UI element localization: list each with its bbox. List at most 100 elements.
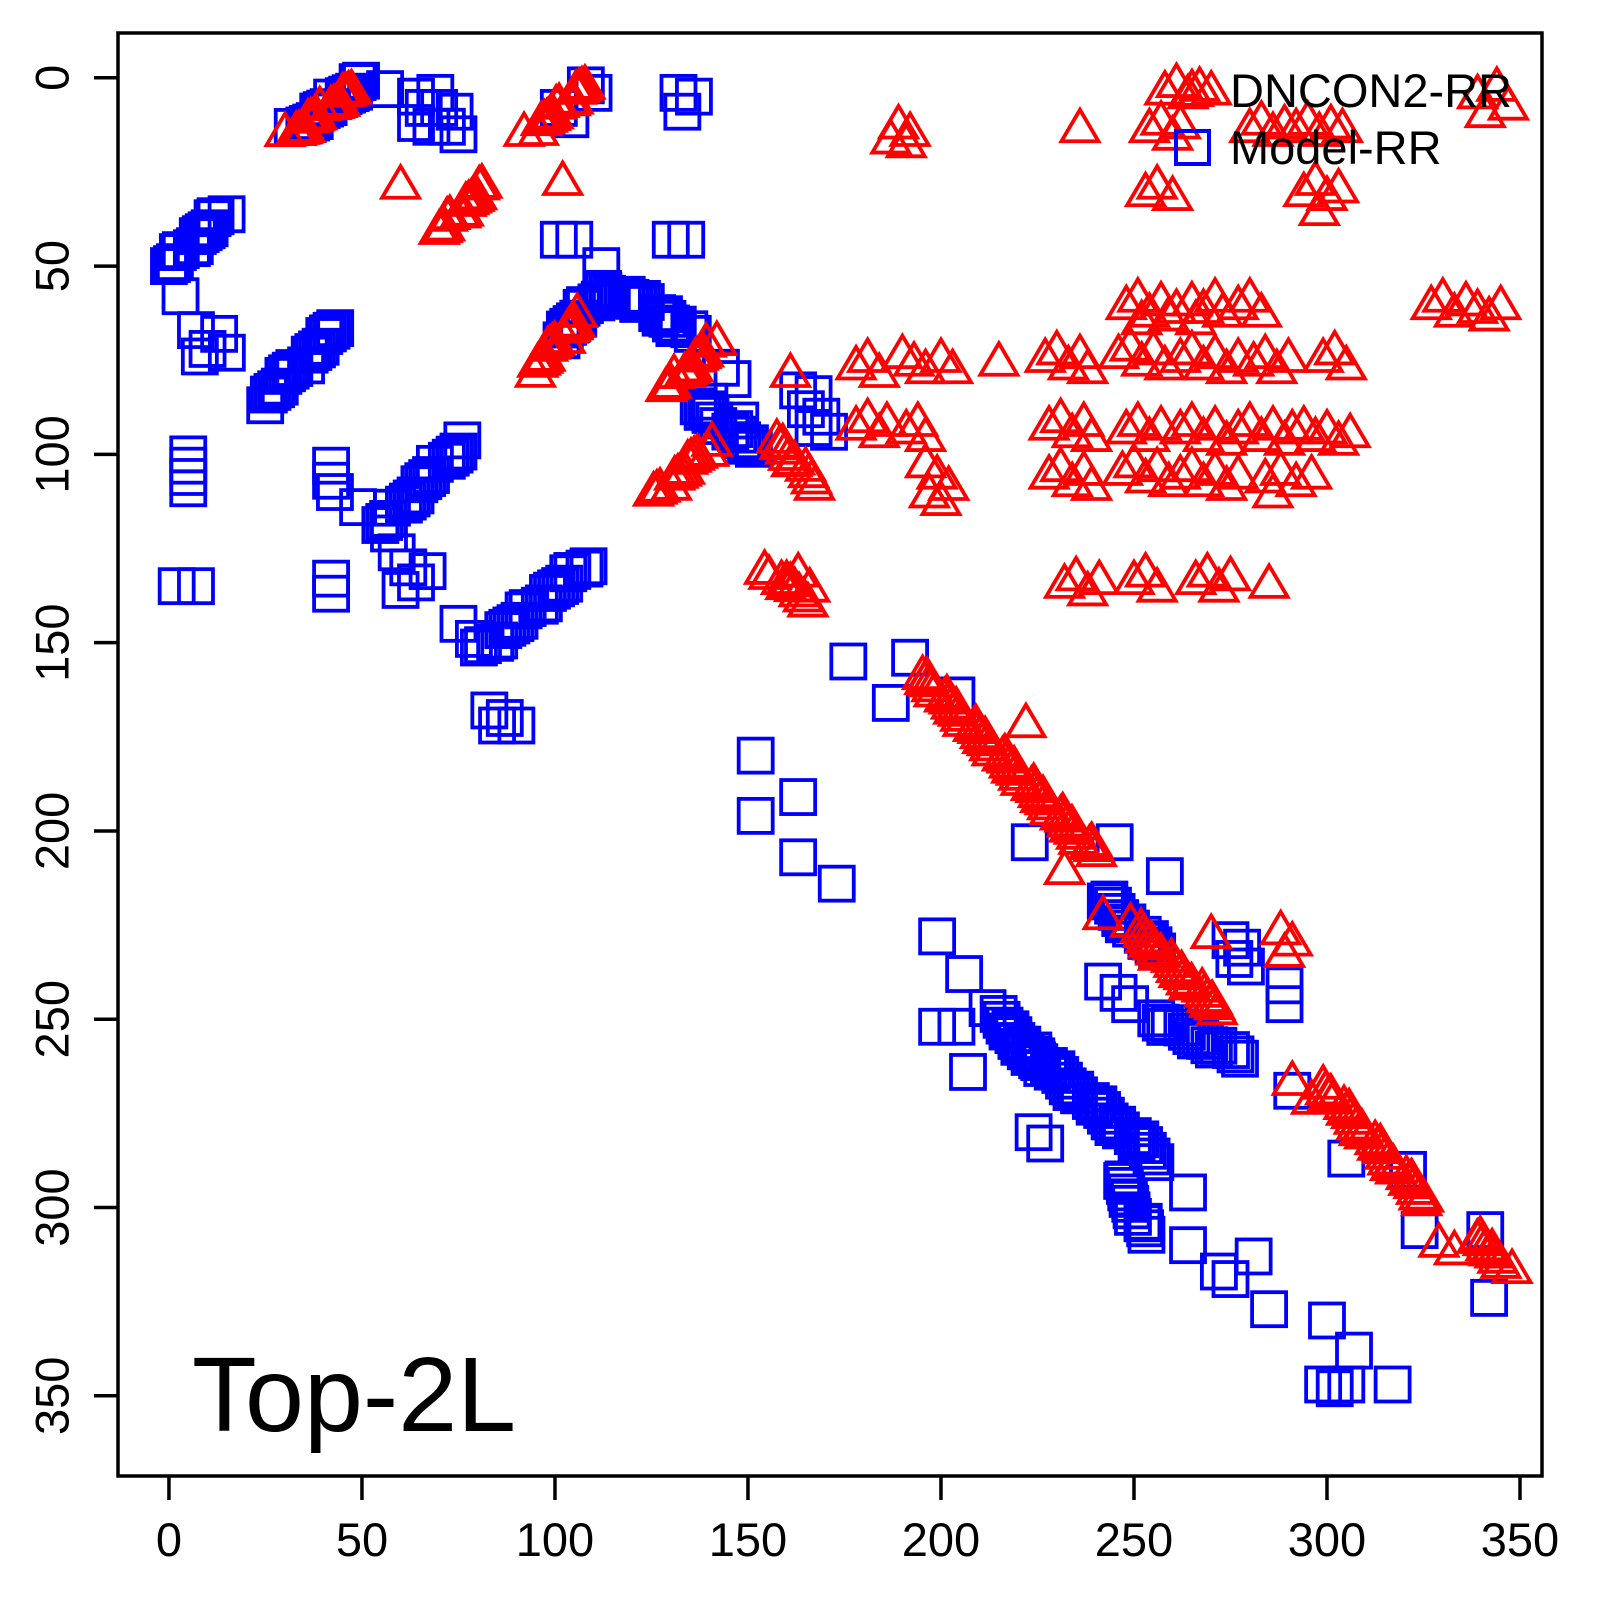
data-point-triangle bbox=[1216, 407, 1261, 445]
data-point-square bbox=[555, 220, 594, 259]
data-point-square bbox=[1200, 1252, 1238, 1291]
data-point-triangle bbox=[460, 161, 504, 199]
data-point-square bbox=[408, 552, 447, 591]
data-point-square bbox=[309, 314, 347, 353]
data-point-square bbox=[731, 424, 769, 463]
data-point-triangle bbox=[1143, 68, 1187, 106]
data-point-triangle bbox=[1479, 1241, 1523, 1279]
data-point-triangle bbox=[1069, 463, 1114, 501]
data-point-square bbox=[1014, 1113, 1053, 1152]
data-point-triangle bbox=[329, 67, 374, 105]
data-point-square bbox=[1304, 1365, 1343, 1404]
data-point-triangle bbox=[1467, 294, 1511, 332]
data-point-square bbox=[918, 917, 957, 956]
data-point-triangle bbox=[787, 565, 832, 603]
data-point-square bbox=[439, 432, 478, 471]
data-point-triangle bbox=[1204, 418, 1249, 456]
data-point-triangle bbox=[1065, 347, 1110, 385]
data-point-square bbox=[312, 559, 350, 598]
data-point-triangle bbox=[1208, 554, 1253, 592]
data-point-square bbox=[734, 429, 773, 468]
data-point-triangle bbox=[1197, 565, 1241, 603]
data-point-square bbox=[945, 955, 984, 993]
data-point-square bbox=[569, 547, 608, 586]
dncon2-rr-points bbox=[263, 60, 1534, 1284]
data-point-triangle bbox=[675, 431, 720, 469]
data-point-triangle bbox=[1289, 452, 1334, 490]
data-point-triangle bbox=[1216, 452, 1261, 490]
data-point-square bbox=[196, 197, 235, 236]
data-point-triangle bbox=[1177, 64, 1222, 102]
data-point-square bbox=[1216, 1035, 1255, 1074]
data-point-triangle bbox=[1297, 109, 1342, 147]
data-point-triangle bbox=[1247, 561, 1291, 599]
data-point-triangle bbox=[1023, 335, 1068, 373]
data-point-triangle bbox=[1104, 407, 1149, 445]
data-point-triangle bbox=[1181, 459, 1226, 498]
data-point-square bbox=[619, 285, 658, 323]
data-point-square bbox=[1265, 985, 1304, 1024]
data-point-square bbox=[339, 488, 377, 526]
data-point-triangle bbox=[1231, 339, 1276, 377]
data-point-triangle bbox=[907, 471, 952, 509]
data-point-triangle bbox=[1432, 290, 1477, 328]
y-tick-label: 200 bbox=[26, 792, 79, 870]
data-point-triangle bbox=[1262, 930, 1307, 968]
data-point-triangle bbox=[1042, 561, 1087, 599]
data-point-square bbox=[721, 401, 760, 440]
triangle-marker-icon bbox=[1164, 64, 1220, 117]
data-point-square bbox=[316, 309, 355, 348]
square-marker-icon bbox=[1164, 121, 1220, 174]
data-point-square bbox=[1169, 1226, 1207, 1265]
data-point-square bbox=[1400, 1211, 1439, 1250]
data-point-triangle bbox=[1227, 106, 1272, 144]
data-point-square bbox=[207, 195, 246, 234]
data-point-square bbox=[675, 77, 713, 116]
data-point-triangle bbox=[1046, 343, 1091, 381]
data-point-square bbox=[316, 473, 354, 511]
data-point-square bbox=[565, 549, 604, 588]
data-point-triangle bbox=[1077, 557, 1122, 596]
data-point-square bbox=[645, 295, 683, 334]
data-point-triangle bbox=[681, 330, 726, 368]
data-point-triangle bbox=[1065, 569, 1110, 607]
data-point-triangle bbox=[1135, 565, 1179, 603]
data-point-triangle bbox=[1417, 1220, 1461, 1258]
data-point-square bbox=[1470, 1278, 1509, 1317]
data-point-triangle bbox=[1027, 452, 1071, 490]
data-point-square bbox=[1026, 1124, 1065, 1163]
data-point-triangle bbox=[1455, 286, 1500, 324]
data-point-triangle bbox=[1204, 463, 1249, 501]
data-point-square bbox=[1227, 947, 1265, 986]
x-tick-label: 50 bbox=[336, 1513, 388, 1566]
data-point-square bbox=[1234, 1237, 1273, 1276]
data-point-square bbox=[736, 796, 775, 835]
data-point-triangle bbox=[1293, 414, 1338, 452]
data-point-triangle bbox=[1050, 459, 1095, 498]
data-point-triangle bbox=[1270, 1058, 1315, 1096]
data-point-square bbox=[1315, 1369, 1354, 1408]
x-tick-label: 0 bbox=[156, 1513, 182, 1566]
data-point-square bbox=[366, 70, 405, 109]
data-point-triangle bbox=[552, 300, 597, 338]
data-point-triangle bbox=[834, 343, 878, 381]
data-point-square bbox=[427, 107, 466, 146]
data-point-square bbox=[188, 330, 227, 368]
data-point-triangle bbox=[1027, 403, 1071, 441]
data-point-triangle bbox=[768, 350, 813, 388]
data-point-square bbox=[713, 360, 752, 398]
data-point-triangle bbox=[1135, 162, 1179, 200]
data-point-triangle bbox=[1123, 456, 1168, 494]
x-axis: 0 50 100 150 200 250 300 350 bbox=[156, 1476, 1559, 1566]
data-point-square bbox=[312, 311, 351, 350]
data-point-triangle bbox=[1150, 173, 1195, 211]
data-point-square bbox=[389, 548, 428, 587]
data-point-square bbox=[169, 458, 208, 496]
data-point-triangle bbox=[1401, 1175, 1446, 1213]
data-point-triangle bbox=[1432, 1228, 1477, 1266]
data-point-triangle bbox=[1154, 286, 1199, 324]
data-point-triangle bbox=[1058, 106, 1102, 144]
legend-label-model-rr: Model-RR bbox=[1230, 121, 1442, 174]
data-point-square bbox=[1099, 973, 1138, 1012]
